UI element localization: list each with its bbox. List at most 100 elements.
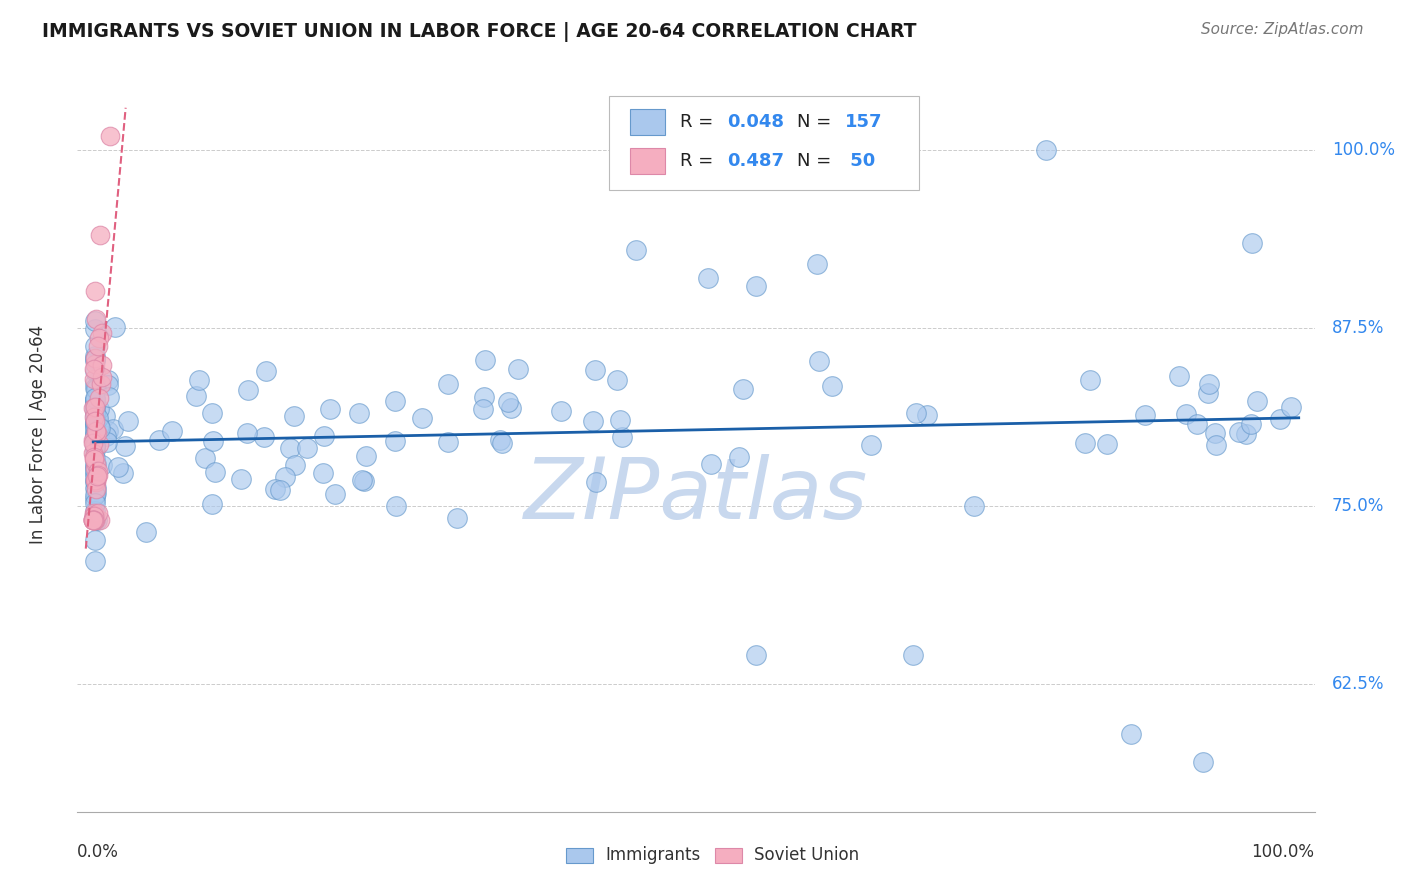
Point xyxy=(474,353,496,368)
Point xyxy=(194,450,217,465)
Point xyxy=(83,284,105,298)
Point xyxy=(82,513,104,527)
Point xyxy=(1246,393,1268,408)
Point xyxy=(312,428,335,442)
Point xyxy=(1234,426,1257,441)
Text: IMMIGRANTS VS SOVIET UNION IN LABOR FORCE | AGE 20-64 CORRELATION CHART: IMMIGRANTS VS SOVIET UNION IN LABOR FORC… xyxy=(42,22,917,42)
Point xyxy=(84,322,107,336)
Point xyxy=(89,228,111,243)
Point xyxy=(1175,407,1198,421)
Point xyxy=(91,359,114,373)
Point xyxy=(697,271,720,285)
Point xyxy=(821,378,844,392)
Point xyxy=(86,409,108,424)
Point xyxy=(82,513,104,527)
Point xyxy=(84,349,107,363)
Point xyxy=(84,426,107,441)
Text: N =: N = xyxy=(797,113,838,131)
Point xyxy=(87,391,110,405)
Point xyxy=(84,481,107,495)
Point xyxy=(86,311,108,326)
Point xyxy=(496,395,519,409)
Text: Soviet Union: Soviet Union xyxy=(754,847,859,864)
Point xyxy=(356,450,378,464)
Point xyxy=(84,458,107,472)
Point xyxy=(1035,144,1057,158)
Point xyxy=(89,513,111,527)
Point xyxy=(83,508,105,523)
Point xyxy=(853,144,876,158)
Point xyxy=(84,392,107,407)
Point xyxy=(84,393,107,408)
Point xyxy=(731,382,754,396)
Point xyxy=(963,499,986,513)
FancyBboxPatch shape xyxy=(567,848,593,863)
Point xyxy=(312,466,335,480)
Text: Immigrants: Immigrants xyxy=(606,847,702,864)
Point xyxy=(84,471,107,485)
Point xyxy=(84,339,107,353)
Point xyxy=(84,482,107,496)
Point xyxy=(83,506,105,520)
Point xyxy=(86,457,108,471)
Point xyxy=(437,377,460,392)
Point xyxy=(83,361,105,376)
Point xyxy=(83,413,105,427)
Text: 62.5%: 62.5% xyxy=(1331,674,1385,693)
Point xyxy=(93,409,115,424)
Point xyxy=(84,418,107,433)
Text: 157: 157 xyxy=(845,113,882,131)
Point xyxy=(86,469,108,483)
Point xyxy=(83,460,105,475)
Point xyxy=(1119,726,1142,740)
Point xyxy=(283,458,305,472)
Point xyxy=(1268,412,1291,426)
Point xyxy=(904,406,927,420)
Point xyxy=(84,459,107,474)
Point xyxy=(90,370,112,384)
Point xyxy=(83,372,105,386)
Point xyxy=(1192,755,1215,769)
Point xyxy=(84,467,107,481)
Point xyxy=(84,399,107,413)
Point xyxy=(84,513,107,527)
Text: In Labor Force | Age 20-64: In Labor Force | Age 20-64 xyxy=(28,326,46,544)
Point xyxy=(83,509,105,524)
Point xyxy=(87,429,110,443)
Point xyxy=(84,443,107,458)
Point xyxy=(87,437,110,451)
Point xyxy=(111,466,134,480)
Point xyxy=(84,413,107,427)
Point xyxy=(84,406,107,420)
Point xyxy=(87,507,110,521)
Point xyxy=(101,422,124,436)
Point xyxy=(1135,409,1157,423)
Point xyxy=(201,406,224,420)
Point xyxy=(84,376,107,391)
Text: 50: 50 xyxy=(845,153,876,170)
Point xyxy=(1168,368,1191,383)
Point xyxy=(84,351,107,366)
Point xyxy=(83,400,105,414)
Point xyxy=(84,415,107,429)
Point xyxy=(148,434,170,448)
Point xyxy=(491,435,513,450)
Point xyxy=(238,383,260,397)
Point xyxy=(84,457,107,471)
Point xyxy=(84,440,107,454)
Text: 0.048: 0.048 xyxy=(727,113,785,131)
Point xyxy=(84,391,107,405)
Point xyxy=(318,401,340,416)
Point xyxy=(1204,425,1226,440)
Point xyxy=(84,417,107,431)
Point xyxy=(84,481,107,495)
Text: 100.0%: 100.0% xyxy=(1331,142,1395,160)
Point xyxy=(90,326,112,340)
Point xyxy=(235,425,257,440)
Point xyxy=(446,511,468,525)
Point xyxy=(97,424,120,438)
Point xyxy=(84,473,107,487)
Point xyxy=(745,278,768,293)
Point xyxy=(84,405,107,419)
Point xyxy=(352,473,374,487)
